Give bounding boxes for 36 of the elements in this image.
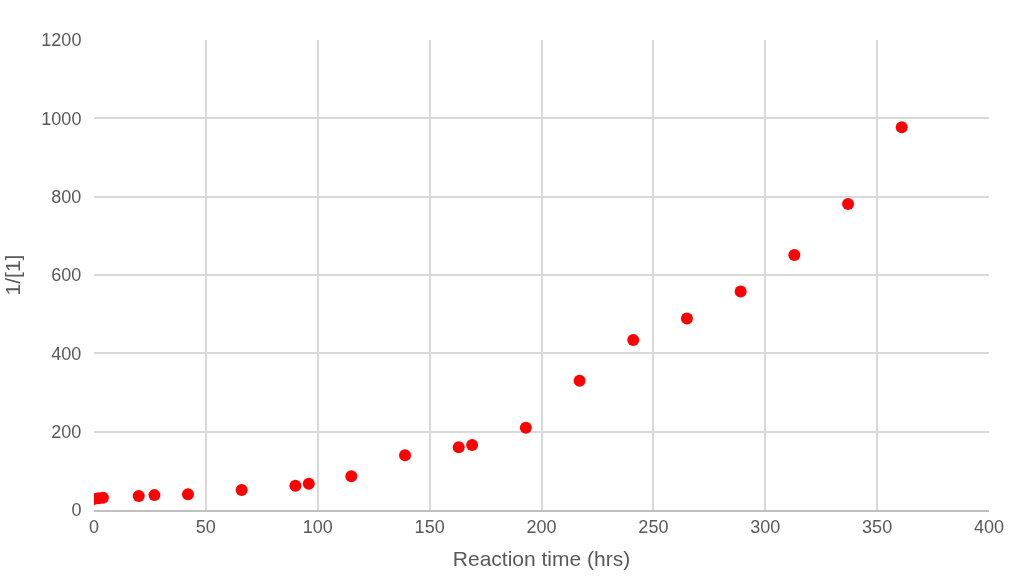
point bbox=[895, 121, 908, 134]
point bbox=[399, 449, 412, 462]
y-tick-label: 600 bbox=[51, 265, 82, 286]
point bbox=[519, 421, 532, 434]
x-tick-label: 350 bbox=[862, 517, 893, 538]
point bbox=[466, 438, 479, 451]
x-tick-label: 0 bbox=[88, 517, 100, 538]
point bbox=[289, 479, 302, 492]
y-axis-title: 1/[1] bbox=[0, 254, 24, 296]
x-tick-label: 250 bbox=[638, 517, 669, 538]
point bbox=[132, 489, 145, 502]
y-tick-label: 1200 bbox=[41, 30, 82, 51]
point bbox=[842, 198, 855, 211]
x-tick-label: 50 bbox=[195, 517, 216, 538]
point bbox=[148, 489, 161, 502]
point bbox=[181, 488, 194, 501]
y-tick-label: 800 bbox=[51, 186, 82, 207]
x-tick-label: 100 bbox=[302, 517, 333, 538]
point bbox=[452, 441, 465, 454]
point bbox=[788, 249, 801, 262]
point bbox=[627, 334, 640, 347]
point bbox=[302, 477, 315, 490]
y-tick-label: 400 bbox=[51, 343, 82, 364]
x-tick-label: 300 bbox=[750, 517, 781, 538]
point bbox=[734, 285, 747, 298]
point bbox=[680, 312, 693, 325]
y-tick-label: 200 bbox=[51, 421, 82, 442]
x-tick-label: 150 bbox=[414, 517, 445, 538]
point bbox=[573, 374, 586, 387]
y-tick-label: 0 bbox=[71, 500, 82, 521]
y-tick-label: 1000 bbox=[41, 108, 82, 129]
x-axis-title: Reaction time (hrs) bbox=[452, 547, 631, 571]
point bbox=[345, 470, 358, 483]
point bbox=[235, 484, 248, 497]
x-tick-label: 200 bbox=[526, 517, 557, 538]
x-tick-label: 400 bbox=[973, 517, 1005, 538]
